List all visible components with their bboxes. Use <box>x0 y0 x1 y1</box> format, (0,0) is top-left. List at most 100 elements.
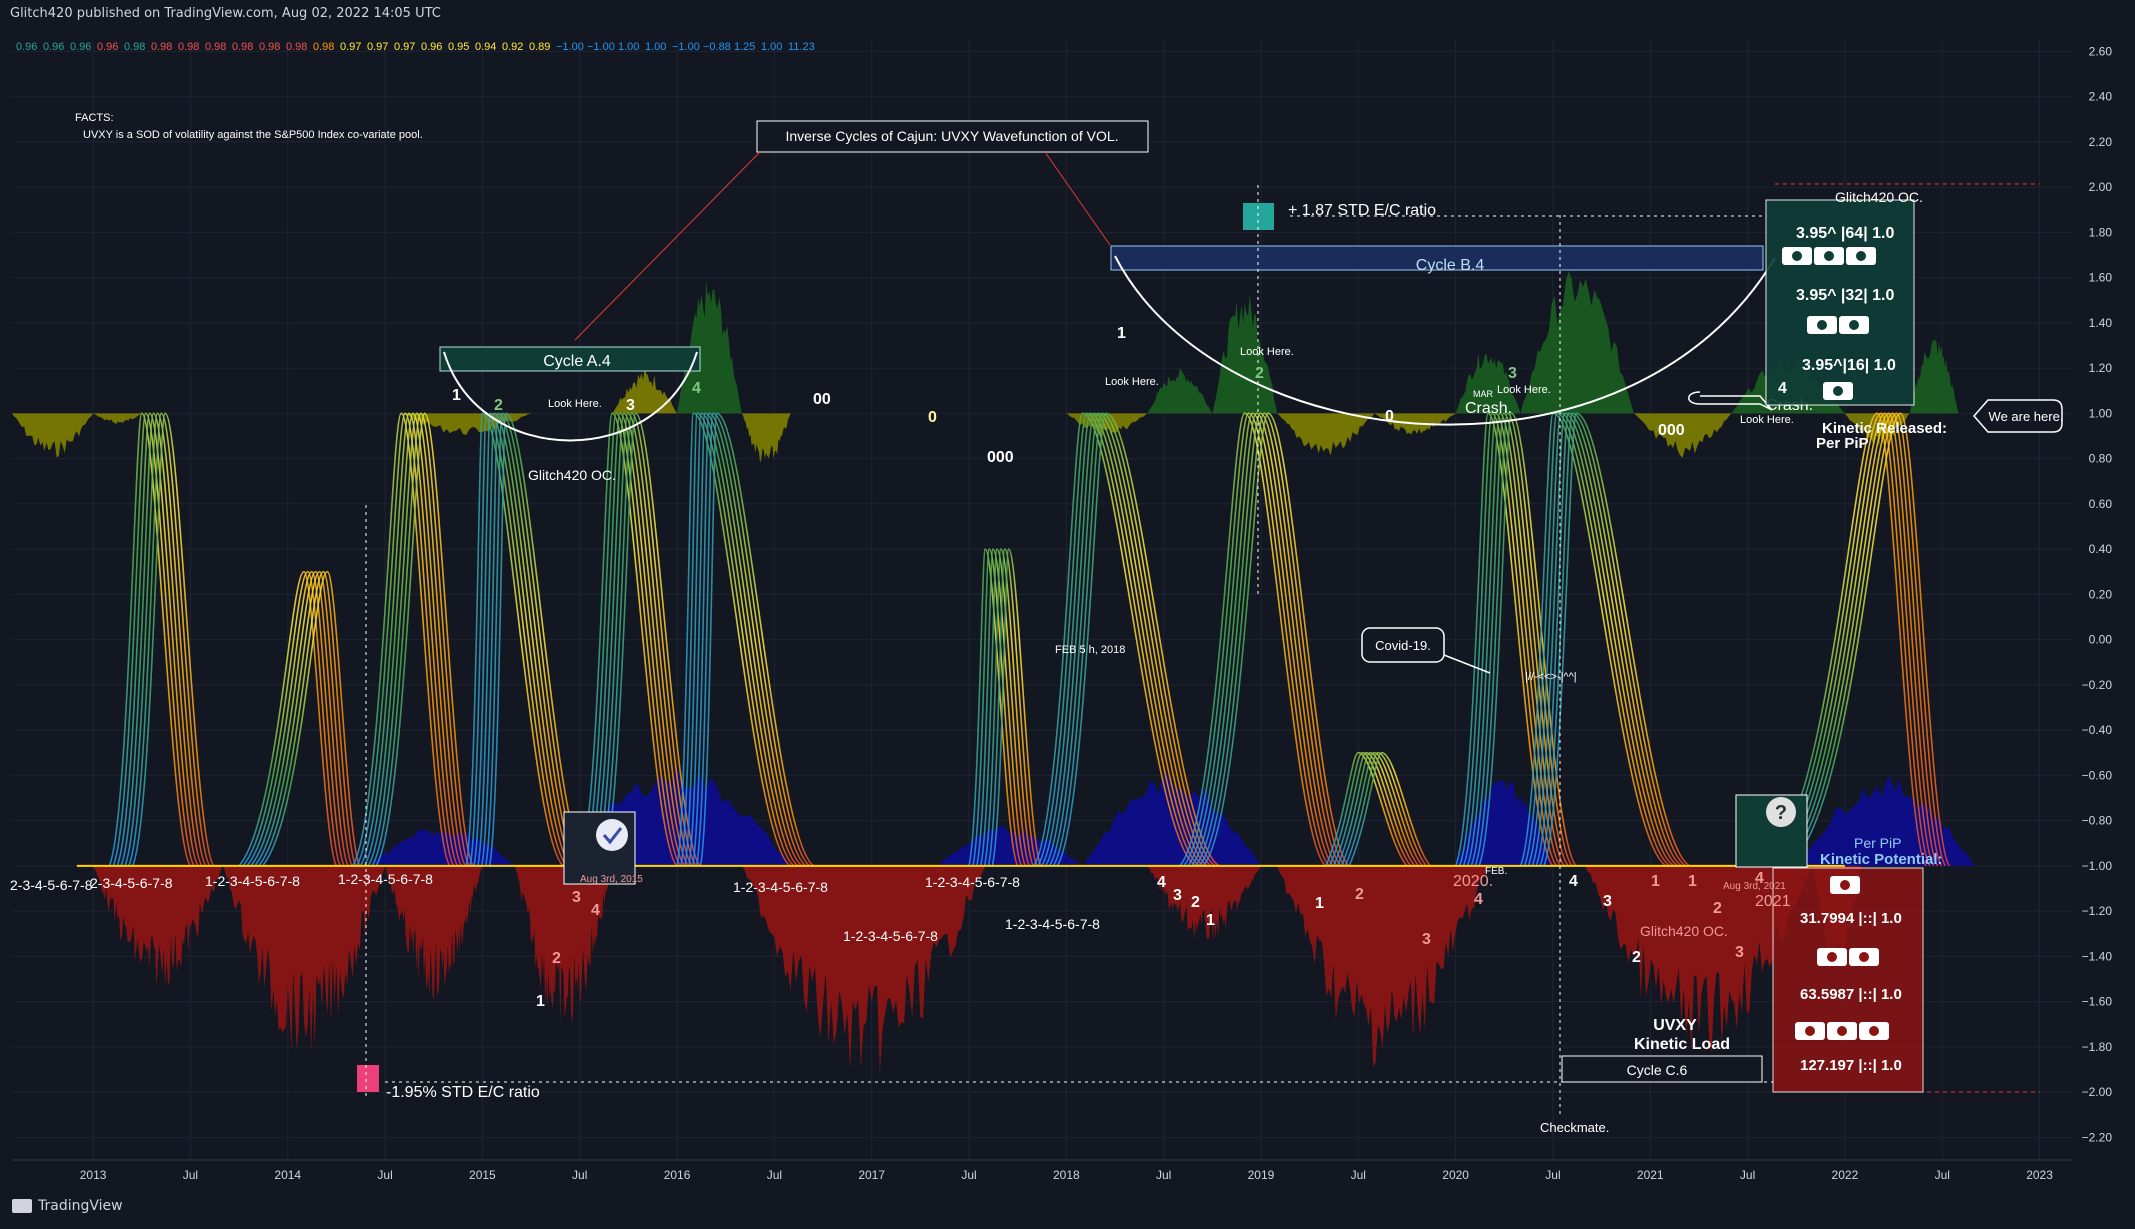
question-label: ? <box>1775 802 1787 824</box>
cycle-b-label: Cycle B.4 <box>1416 257 1485 274</box>
wave-ribbon <box>1325 751 1408 867</box>
indicator-value: 1.25 <box>734 41 755 53</box>
wave-ribbon <box>1033 412 1197 867</box>
std-neg-marker <box>357 1065 379 1092</box>
sequence-label: 1-2-3-4-5-6-7-8 <box>733 879 828 895</box>
wave-ribbon <box>1531 412 1679 867</box>
wave-ribbon <box>1187 412 1335 867</box>
wave-ribbon <box>375 412 474 867</box>
wave-ribbon <box>363 412 463 867</box>
wave-ribbon <box>1183 412 1331 867</box>
x-tick-label: Jul <box>1351 1168 1366 1182</box>
y-axis[interactable]: 2.60 2.40 2.20 2.00 1.80 1.60 1.40 1.20 1.00 0.80… <box>2072 0 2135 1229</box>
zero-label: 00 <box>813 391 831 408</box>
wave-ribbon <box>1543 412 1691 867</box>
y-tick-label: 0.20 <box>2089 587 2113 601</box>
indicator-value: 0.97 <box>340 41 361 53</box>
wave-ribbon <box>1056 412 1220 867</box>
wave-ribbon <box>1539 412 1687 867</box>
wave-ribbon <box>254 570 353 867</box>
glitch-oc-label: Glitch420 OC. <box>528 467 616 483</box>
wave-ribbon <box>968 548 1019 867</box>
indicator-value: −1.00 <box>672 41 700 53</box>
wave-ribbon <box>1344 751 1428 867</box>
wave-ribbon <box>465 412 565 867</box>
bill-icon-dot <box>1792 251 1802 261</box>
cycle-a-box <box>439 346 701 372</box>
wave-ribbon <box>1037 412 1201 867</box>
oscillator-band <box>1066 413 1148 436</box>
kinetic-row: 3.95^ |64| 1.0 <box>1796 225 1894 242</box>
indicator-value: 1.00 <box>618 41 639 53</box>
wave-number: 4 <box>1778 380 1787 397</box>
wave-number: 4 <box>1569 873 1578 890</box>
wave-ribbon <box>590 412 690 867</box>
wave-ribbon <box>131 412 215 867</box>
date-label: Aug 3rd, 2021 <box>1723 881 1786 892</box>
wave-ribbon <box>128 412 211 867</box>
bill-icon-dot <box>1849 320 1859 330</box>
indicator-value: 0.96 <box>43 41 64 53</box>
oscillator-band <box>1634 413 1732 458</box>
cycle-b-box <box>1110 245 1764 271</box>
wave-ribbon <box>477 412 576 867</box>
y-tick-label: 0.60 <box>2089 497 2113 511</box>
covid-pointer <box>1443 654 1491 674</box>
wave-ribbon <box>976 548 1027 867</box>
indicator-value: 0.97 <box>367 41 388 53</box>
wave-ribbon <box>250 570 349 867</box>
indicator-value: 0.98 <box>313 41 334 53</box>
y-tick-label: −1.60 <box>2082 995 2113 1009</box>
sequence-label: 2-3-4-5-6-7-8 <box>10 877 93 893</box>
wave-number: 1 <box>1315 895 1324 912</box>
y-tick-label: 1.00 <box>2089 406 2113 420</box>
wave-number: 4 <box>692 380 701 397</box>
wave-ribbon <box>1194 412 1342 867</box>
we-are-here-callout <box>1973 399 2063 433</box>
covid-label: Covid-19. <box>1375 638 1431 653</box>
x-tick-label: 2020 <box>1442 1168 1469 1182</box>
kinetic-load-label: Kinetic Load <box>1634 1036 1730 1053</box>
wave-ribbon <box>261 570 361 867</box>
facts-text: UVXY is a SOD of volatility against the … <box>83 129 423 141</box>
kinetic-released-label: Kinetic Released: <box>1822 420 1947 437</box>
date-label: Aug 3rd, 2015 <box>580 874 643 885</box>
wave-ribbon <box>1786 412 1951 867</box>
title-box <box>756 120 1149 153</box>
drawing-overlays: 0.96 0.96 0.96 0.96 0.98 0.98 0.98 0.98 0.98 0.98… <box>10 41 2063 1135</box>
indicator-value: 0.92 <box>502 41 523 53</box>
bill-icon-dot <box>1827 952 1837 962</box>
footer-brand: TradingView <box>38 1198 123 1214</box>
wave-ribbon <box>1044 412 1209 867</box>
x-tick-label: Jul <box>1740 1168 1755 1182</box>
negative-band <box>1147 865 1261 943</box>
x-axis[interactable]: 2013 Jul 2014 Jul 2015 Jul 2016 Jul 2017 Jul 2018 J… <box>12 1159 2072 1182</box>
bill-icon-dot <box>1859 952 1869 962</box>
kinetic-row: 3.95^|16| 1.0 <box>1802 357 1896 374</box>
y-tick-label: −0.20 <box>2082 678 2113 692</box>
wave-ribbon <box>367 412 467 867</box>
title-box-label: Inverse Cycles of Cajun: UVXY Wavefuncti… <box>785 128 1118 144</box>
negative-band <box>1277 865 1489 1067</box>
covid-callout <box>1361 627 1445 663</box>
wave-number: 2 <box>1632 949 1641 966</box>
wave-ribbon <box>676 412 792 867</box>
y-tick-label: −1.20 <box>2082 904 2113 918</box>
wave-ribbon <box>1535 412 1683 867</box>
per-pip-label: Per PiP <box>1816 435 1869 452</box>
negative-band <box>385 865 483 1001</box>
wave-ribbon <box>371 412 471 867</box>
wave-ribbon <box>1041 412 1205 867</box>
x-tick-label: Jul <box>377 1168 392 1182</box>
x-tick-label: 2019 <box>1248 1168 1275 1182</box>
sequence-label: 1-2-3-4-5-6-7-8 <box>1005 916 1100 932</box>
cycle-a-label: Cycle A.4 <box>543 353 611 370</box>
check-icon <box>596 819 628 851</box>
x-tick-label: Jul <box>1545 1168 1560 1182</box>
wave-ribbon <box>1202 412 1350 867</box>
x-tick-label: 2022 <box>1832 1168 1859 1182</box>
x-tick-label: Jul <box>767 1168 782 1182</box>
y-tick-label: −1.80 <box>2082 1040 2113 1054</box>
connector-line <box>574 151 761 341</box>
